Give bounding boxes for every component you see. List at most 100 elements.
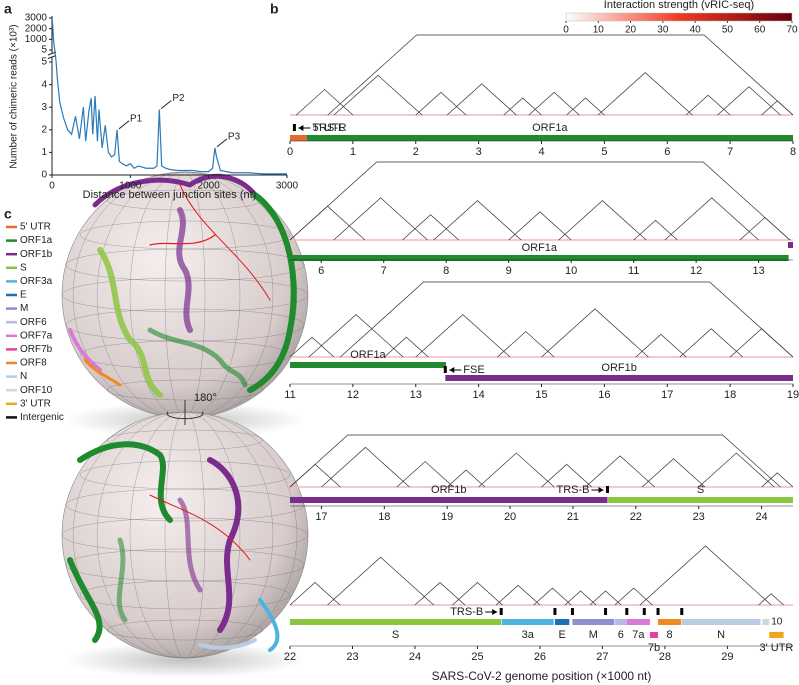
legend-label: ORF3a (20, 276, 53, 287)
annotation-arrow (216, 138, 228, 148)
x-tick-label: 3 (476, 146, 482, 158)
domain-triangle (308, 314, 404, 358)
x-tick-label: 22 (630, 511, 642, 523)
x-tick-label: 20 (504, 511, 516, 523)
site-marker (499, 608, 503, 615)
colorbar-tick-label: 60 (754, 25, 766, 36)
x-tick-label: 24 (409, 651, 421, 663)
domain-triangle (633, 219, 678, 241)
domain-triangle (415, 91, 467, 116)
x-tick-label: 12 (347, 389, 359, 401)
domain-triangle (289, 205, 366, 241)
x-tick-label: 12 (690, 265, 702, 277)
rotation-label: 180° (194, 392, 217, 404)
y-tick-label: 4 (41, 79, 47, 90)
gene-label: 10 (771, 617, 783, 628)
x-tick-label: 4 (538, 146, 544, 158)
domain-triangle (497, 331, 555, 358)
domain-triangle (533, 587, 572, 606)
legend-label: ORF1b (20, 249, 53, 260)
y-tick-label: 0 (41, 170, 47, 181)
domain-triangle (321, 446, 410, 488)
x-tick-label: 27 (596, 651, 608, 663)
x-tick-label: 17 (315, 511, 327, 523)
site-marker (570, 608, 574, 615)
x-tick-label: 7 (727, 146, 733, 158)
domain-triangle (564, 590, 597, 606)
gene-label: ORF1a (350, 349, 386, 361)
site-marker (604, 608, 608, 615)
legend-label: Intergenic (20, 412, 64, 423)
colorbar-tick-label: 70 (786, 25, 798, 36)
site-marker (680, 608, 684, 615)
x-tick-label: 19 (787, 389, 799, 401)
domain-triangle (333, 74, 423, 116)
site-marker (606, 486, 610, 493)
domain-triangle (585, 455, 655, 488)
colorbar (565, 12, 793, 22)
gene-track (572, 619, 615, 625)
x-tick-label: 21 (567, 511, 579, 523)
annotation-arrow (118, 120, 130, 130)
x-tick-label: 19 (441, 511, 453, 523)
site-marker (443, 366, 447, 373)
arrow-head (598, 487, 604, 493)
x-tick-label: 17 (661, 389, 673, 401)
x-tick-label: 8 (790, 146, 796, 158)
data-line (51, 20, 287, 175)
gene-track (614, 619, 627, 625)
domain-triangle (446, 469, 486, 488)
domain-triangle (289, 336, 335, 358)
colorbar-tick-label: 40 (690, 25, 702, 36)
x-tick-label: 13 (410, 389, 422, 401)
domain-triangle (717, 86, 781, 116)
domain-triangle (446, 83, 517, 116)
legend-label: ORF7b (20, 344, 53, 355)
domain-triangle (503, 97, 542, 116)
gene-label: S (697, 484, 704, 496)
y-tick-label: 5 (41, 57, 47, 68)
x-tick-label: 8 (443, 265, 449, 277)
domain-triangle (664, 197, 759, 241)
x-tick-label: 18 (724, 389, 736, 401)
x-tick-label: 26 (534, 651, 546, 663)
y-axis-label: Number of chimeric reads (×10³) (9, 24, 20, 168)
legend-label: ORF6 (20, 317, 47, 328)
x-tick-label: 11 (284, 389, 295, 401)
x-axis-label: Distance between junction sites (nt) (83, 189, 257, 201)
domain-triangle (635, 333, 687, 358)
gene-label: 7b (648, 642, 660, 654)
domain-triangle (289, 434, 781, 488)
gene-track (769, 632, 784, 638)
gene-track (290, 619, 502, 625)
x-tick-label: 16 (598, 389, 610, 401)
site-marker (292, 124, 296, 131)
domain-triangle (495, 584, 541, 606)
x-tick-label: 1000 (119, 181, 142, 192)
site-marker (642, 608, 646, 615)
annotation: P1 (130, 113, 143, 124)
x-tick-label: 1 (350, 146, 356, 158)
legend-label: E (20, 290, 27, 301)
gene-label: ORF1b (431, 484, 466, 496)
domain-triangle (327, 556, 434, 606)
gene-track (762, 619, 770, 625)
domain-triangle (296, 89, 354, 116)
gene-label: ORF1b (601, 362, 636, 374)
gene-track (501, 619, 554, 625)
gene-label: 3a (522, 629, 535, 641)
gene-label: ORF1a (522, 242, 558, 254)
domain-triangle (508, 211, 572, 241)
y-tick-label: 2000 (25, 23, 48, 34)
x-tick-label: 22 (284, 651, 296, 663)
annotation: TRS-L (312, 122, 344, 134)
domain-triangle (641, 458, 706, 488)
gene-track (290, 497, 608, 503)
gene-track (445, 375, 793, 381)
y-tick-label: 5 (41, 45, 47, 56)
x-tick-label: 14 (473, 389, 485, 401)
gene-track (608, 497, 793, 503)
gene-track (626, 619, 650, 625)
x-tick-label: 6 (318, 265, 324, 277)
